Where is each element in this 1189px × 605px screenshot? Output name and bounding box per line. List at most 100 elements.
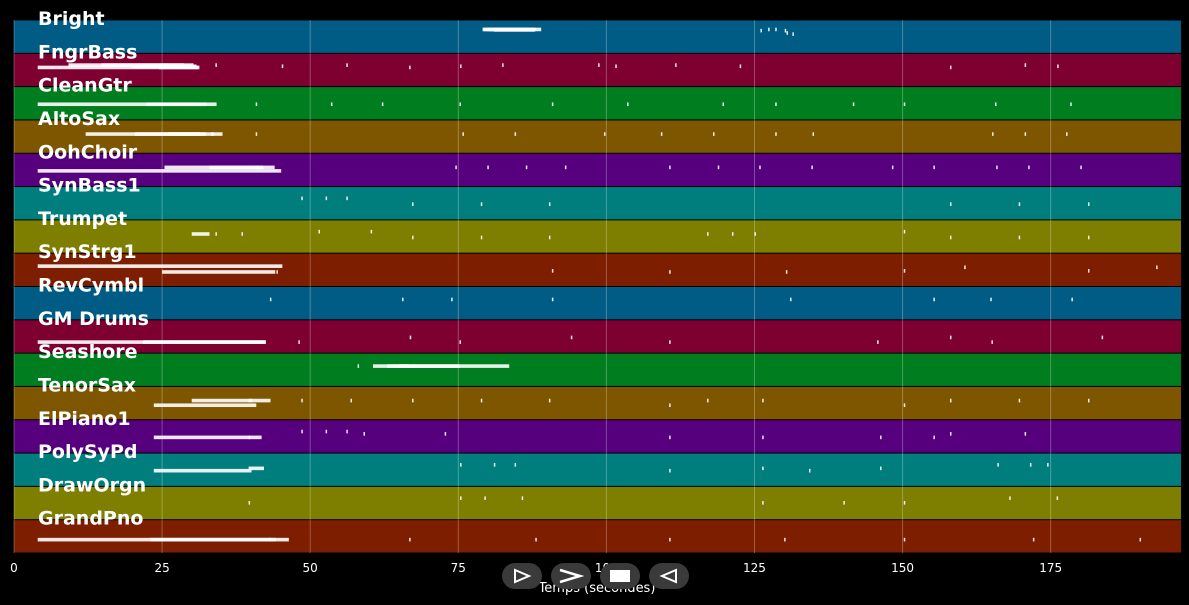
note-run bbox=[480, 398, 483, 403]
x-tick-label: 125 bbox=[743, 561, 766, 575]
note-run bbox=[381, 102, 384, 107]
note-run bbox=[570, 335, 573, 340]
note-run bbox=[162, 270, 276, 274]
note-run bbox=[933, 165, 935, 170]
note-run bbox=[1087, 235, 1090, 240]
note-run bbox=[949, 432, 952, 436]
note-run bbox=[399, 364, 510, 368]
track-lane bbox=[14, 53, 1181, 87]
note-run bbox=[775, 132, 777, 136]
note-run bbox=[412, 235, 414, 240]
note-run bbox=[786, 31, 788, 35]
x-tick-label: 175 bbox=[1039, 561, 1062, 575]
note-run bbox=[409, 537, 411, 542]
track-label: TenorSax bbox=[38, 374, 136, 396]
note-run bbox=[521, 496, 524, 500]
note-run bbox=[990, 297, 992, 302]
track-label: CleanGtr bbox=[38, 75, 132, 97]
rewind-button[interactable] bbox=[649, 563, 689, 589]
note-run bbox=[762, 435, 764, 440]
note-run bbox=[276, 270, 278, 274]
note-run bbox=[211, 132, 223, 136]
transport-controls bbox=[502, 563, 690, 589]
note-run bbox=[514, 463, 517, 467]
note-run bbox=[775, 27, 777, 32]
note-run bbox=[363, 432, 366, 436]
note-run bbox=[615, 64, 617, 69]
note-run bbox=[346, 196, 348, 201]
stop-icon bbox=[610, 570, 630, 582]
note-run bbox=[991, 340, 993, 344]
note-run bbox=[325, 196, 328, 201]
x-tick-label: 150 bbox=[891, 561, 914, 575]
note-run bbox=[808, 468, 811, 473]
track-label: Seashore bbox=[38, 341, 138, 363]
note-run bbox=[1024, 132, 1027, 136]
note-run bbox=[191, 102, 194, 107]
track-lane bbox=[14, 120, 1181, 153]
note-run bbox=[880, 435, 882, 440]
note-run bbox=[502, 63, 504, 67]
note-run bbox=[1018, 398, 1021, 403]
note-run bbox=[877, 340, 879, 344]
note-run bbox=[1057, 64, 1059, 69]
track-lane bbox=[14, 520, 1181, 553]
note-run bbox=[1028, 165, 1030, 170]
chevron-right-icon bbox=[559, 568, 584, 584]
note-run bbox=[1029, 463, 1032, 467]
stop-button[interactable] bbox=[600, 563, 640, 589]
note-run bbox=[852, 102, 855, 107]
note-run bbox=[37, 102, 207, 107]
note-run bbox=[760, 28, 762, 33]
note-run bbox=[525, 165, 528, 170]
note-run bbox=[409, 65, 411, 70]
note-run bbox=[1024, 432, 1027, 436]
note-run bbox=[1032, 537, 1035, 542]
track-label: PolySyPd bbox=[38, 441, 137, 463]
note-run bbox=[215, 232, 217, 236]
note-run bbox=[460, 64, 462, 69]
note-run bbox=[949, 398, 952, 403]
note-run bbox=[598, 63, 600, 67]
track-label: GM Drums bbox=[38, 308, 149, 330]
note-run bbox=[37, 65, 199, 70]
note-run bbox=[459, 340, 461, 344]
note-run bbox=[350, 398, 352, 403]
note-run bbox=[269, 297, 272, 302]
note-run bbox=[1080, 165, 1082, 170]
note-run bbox=[325, 429, 328, 434]
note-run bbox=[153, 435, 262, 440]
rewind-icon bbox=[659, 568, 677, 584]
note-run bbox=[949, 235, 952, 240]
note-run bbox=[1018, 202, 1021, 206]
note-run bbox=[412, 202, 414, 206]
forward-button[interactable] bbox=[551, 563, 591, 589]
note-run bbox=[402, 297, 404, 302]
note-run bbox=[933, 435, 935, 440]
note-run bbox=[1066, 132, 1068, 136]
note-run bbox=[1101, 335, 1104, 340]
track-labels: Bright FngrBass CleanGtr AltoSax OohChoir Syn… bbox=[38, 8, 149, 530]
note-run bbox=[191, 232, 210, 236]
note-run bbox=[949, 65, 952, 70]
note-run bbox=[459, 102, 461, 107]
note-run bbox=[669, 403, 671, 408]
x-tick-label: 50 bbox=[303, 561, 318, 575]
note-run bbox=[493, 463, 496, 467]
play-button[interactable] bbox=[502, 563, 542, 589]
note-run bbox=[812, 132, 815, 136]
note-run bbox=[1071, 297, 1073, 302]
note-run bbox=[346, 63, 348, 67]
note-run bbox=[37, 169, 282, 173]
note-run bbox=[483, 27, 542, 32]
note-run bbox=[949, 335, 952, 340]
note-run bbox=[997, 463, 999, 467]
note-run bbox=[1024, 63, 1027, 67]
note-run bbox=[551, 269, 554, 273]
note-run bbox=[153, 468, 252, 473]
note-run bbox=[564, 165, 567, 170]
note-run bbox=[903, 501, 906, 505]
note-run bbox=[248, 398, 253, 403]
note-run bbox=[551, 102, 554, 107]
note-run bbox=[604, 132, 606, 136]
